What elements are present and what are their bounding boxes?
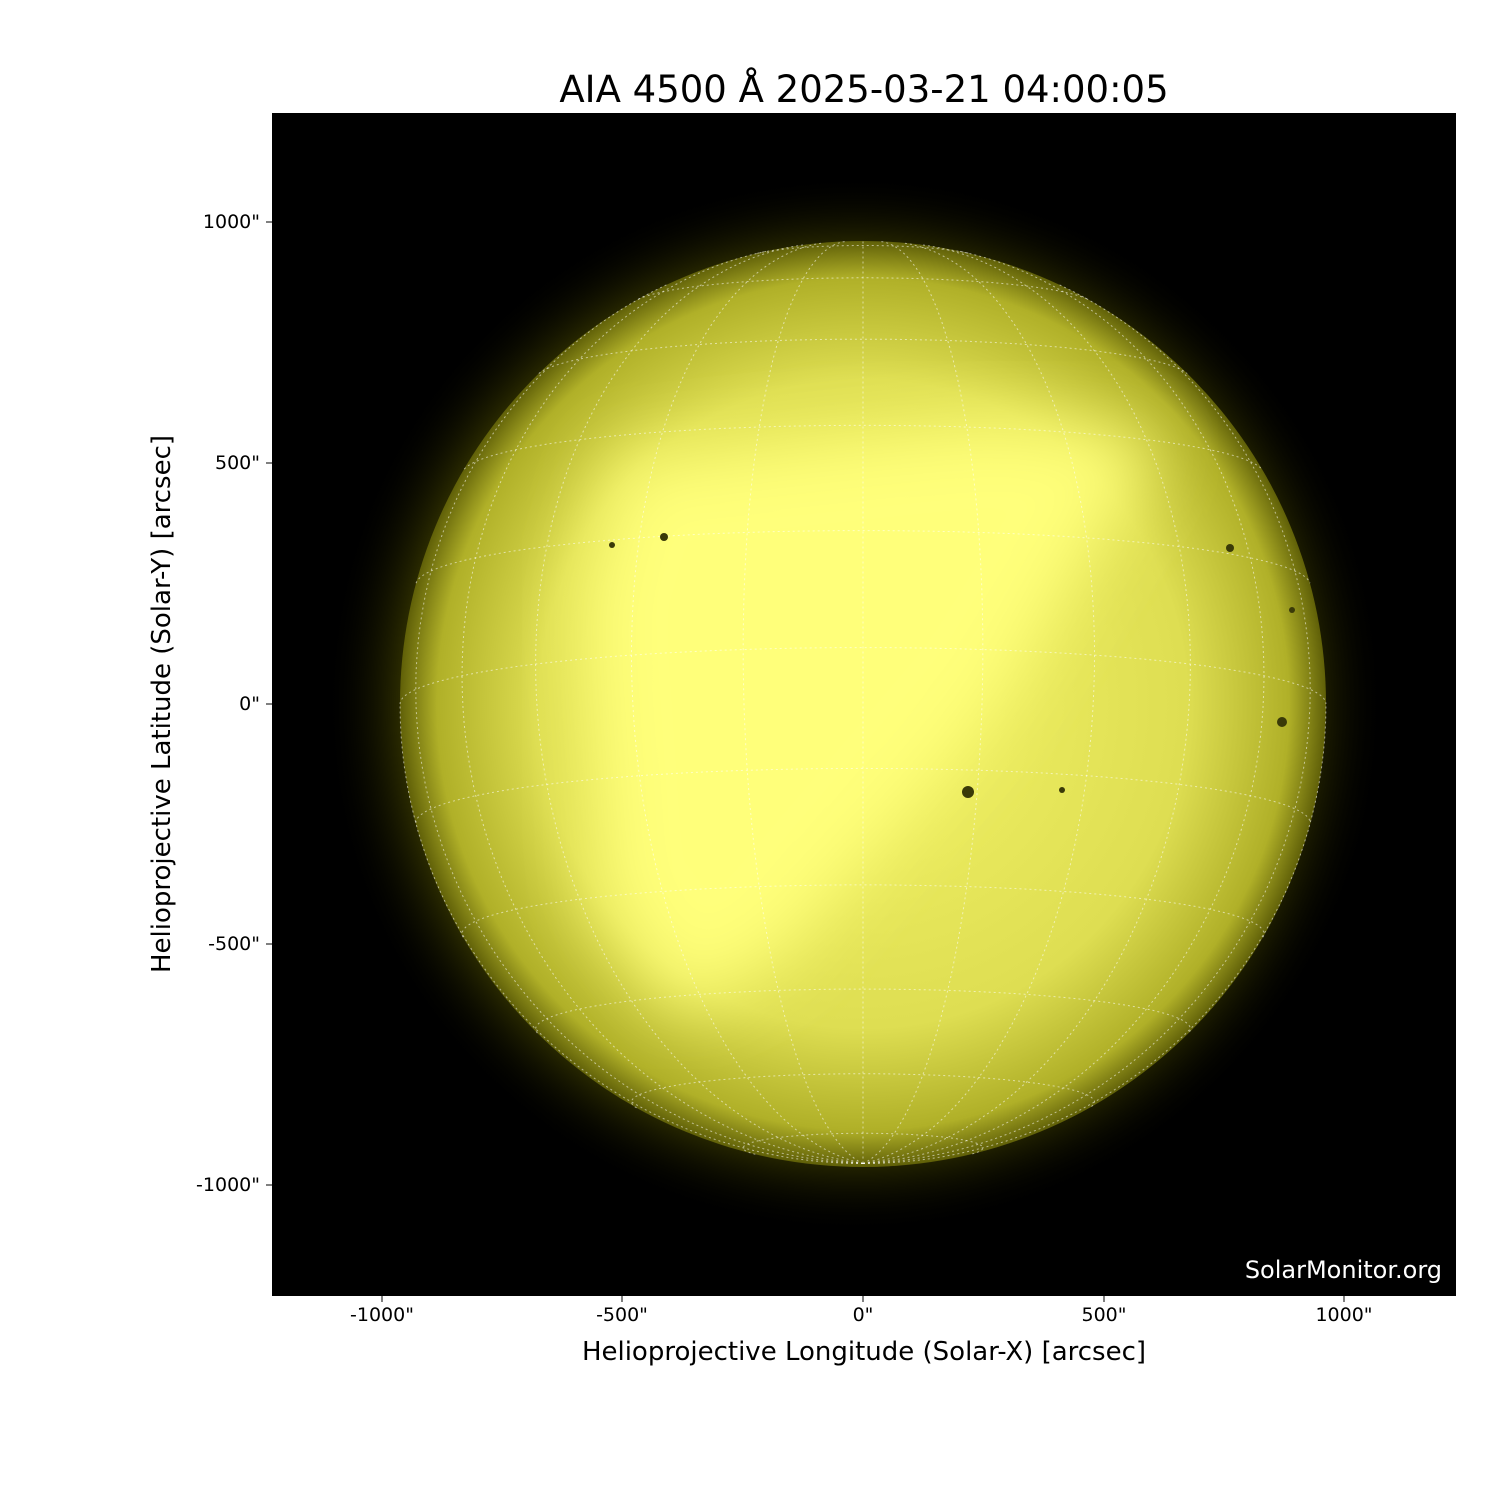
y-axis-label: Helioprojective Latitude (Solar-Y) [arcs…	[147, 434, 177, 974]
x-tick-label: 500"	[1081, 1304, 1127, 1326]
x-tick-label: 0"	[852, 1304, 874, 1326]
plot-title: AIA 4500 Å 2025-03-21 04:00:05	[559, 68, 1169, 111]
grid-line	[862, 284, 1311, 1164]
watermark: SolarMonitor.org	[1244, 1256, 1442, 1284]
grid-line	[538, 338, 1188, 374]
grid-line	[415, 530, 1311, 584]
y-tick-label: 1000"	[202, 211, 260, 233]
grid-line	[535, 244, 864, 1164]
grid-line	[463, 424, 1263, 470]
grid-line	[461, 884, 1265, 938]
grid-line	[399, 703, 864, 1164]
grid-line	[757, 245, 969, 254]
coordinate-grid	[399, 240, 1327, 1164]
grid-line	[415, 767, 1311, 823]
x-tick-label: -1000"	[350, 1304, 414, 1326]
grid-line	[862, 703, 1327, 1164]
y-tick-label: 500"	[214, 452, 260, 474]
grid-line	[862, 250, 1265, 1164]
x-axis-label: Helioprojective Longitude (Solar-X) [arc…	[581, 1337, 1147, 1367]
grid-line	[630, 1073, 1096, 1109]
grid-line	[862, 244, 1191, 1164]
grid-line	[630, 242, 864, 1164]
bright-band	[580, 420, 1160, 1010]
grid-line	[461, 250, 864, 1164]
x-tick-label: 1000"	[1315, 1304, 1373, 1326]
grid-line	[862, 242, 1096, 1164]
sunspots	[609, 533, 1295, 798]
grid-line	[399, 647, 1327, 705]
y-tick-label: -1000"	[196, 1174, 260, 1196]
y-tick-label: -500"	[208, 933, 260, 955]
x-tick-label: -500"	[596, 1304, 648, 1326]
grid-line	[638, 277, 1088, 300]
grid-line	[415, 284, 864, 1164]
grid-line	[742, 1132, 984, 1155]
y-tick-label: 0"	[239, 693, 260, 715]
